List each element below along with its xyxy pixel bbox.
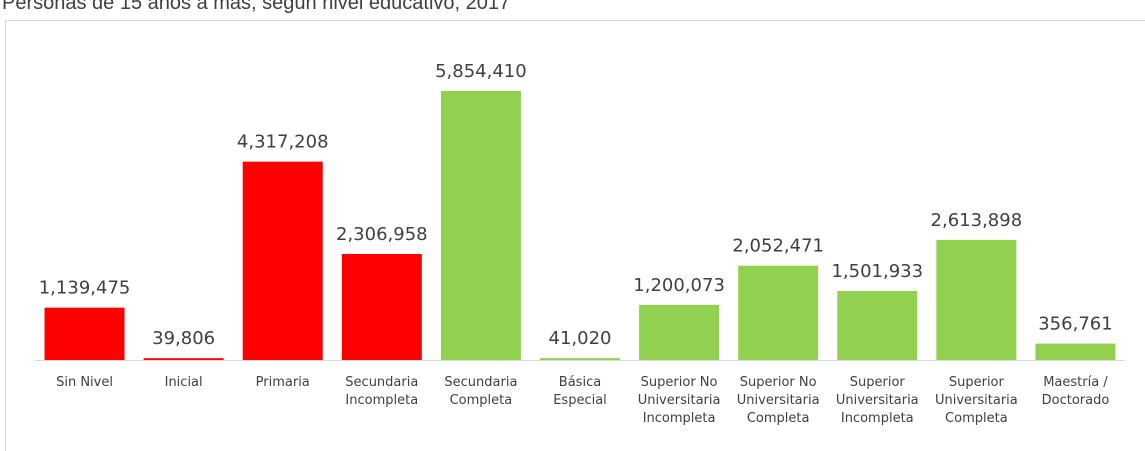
- x-tick-label: Primaria: [255, 375, 310, 390]
- bar: [639, 304, 720, 360]
- x-tick-label: Inicial: [164, 375, 203, 390]
- bar: [242, 161, 323, 360]
- x-tick-label: Maestría / Doctorado: [1041, 375, 1110, 408]
- data-label: 1,501,933: [831, 261, 923, 282]
- x-tick-label: Superior Universitaria Incompleta: [835, 375, 919, 426]
- chart-title: Personas de 15 años a más, según nivel e…: [2, 0, 510, 14]
- x-tick-label: Superior Universitaria Completa: [934, 375, 1018, 426]
- x-tick-label: Secundaria Completa: [444, 375, 518, 408]
- data-label: 1,200,073: [633, 275, 725, 296]
- x-tick-label: Superior No Universitaria Completa: [736, 375, 820, 426]
- data-label: 1,139,475: [39, 278, 131, 299]
- data-label: 4,317,208: [237, 132, 329, 153]
- data-label: 2,306,958: [336, 224, 428, 245]
- data-label: 41,020: [549, 328, 612, 349]
- data-label: 39,806: [152, 328, 215, 349]
- x-tick-label: Sin Nivel: [56, 375, 113, 390]
- bar: [1035, 343, 1116, 360]
- bar: [143, 358, 224, 360]
- data-label: 2,052,471: [732, 236, 824, 257]
- x-tick-label: Básica Especial: [553, 375, 607, 408]
- bar: [738, 265, 819, 360]
- bar: [44, 307, 125, 360]
- data-label: 356,761: [1038, 314, 1112, 335]
- x-tick-label: Secundaria Incompleta: [345, 375, 419, 408]
- bar: [440, 91, 521, 360]
- bar: [341, 253, 422, 360]
- bar: [936, 239, 1017, 360]
- bar: [540, 358, 620, 360]
- bar: [837, 290, 918, 360]
- data-label: 5,854,410: [435, 61, 527, 82]
- data-label: 2,613,898: [931, 210, 1023, 231]
- x-tick-label: Superior No Universitaria Incompleta: [637, 375, 721, 426]
